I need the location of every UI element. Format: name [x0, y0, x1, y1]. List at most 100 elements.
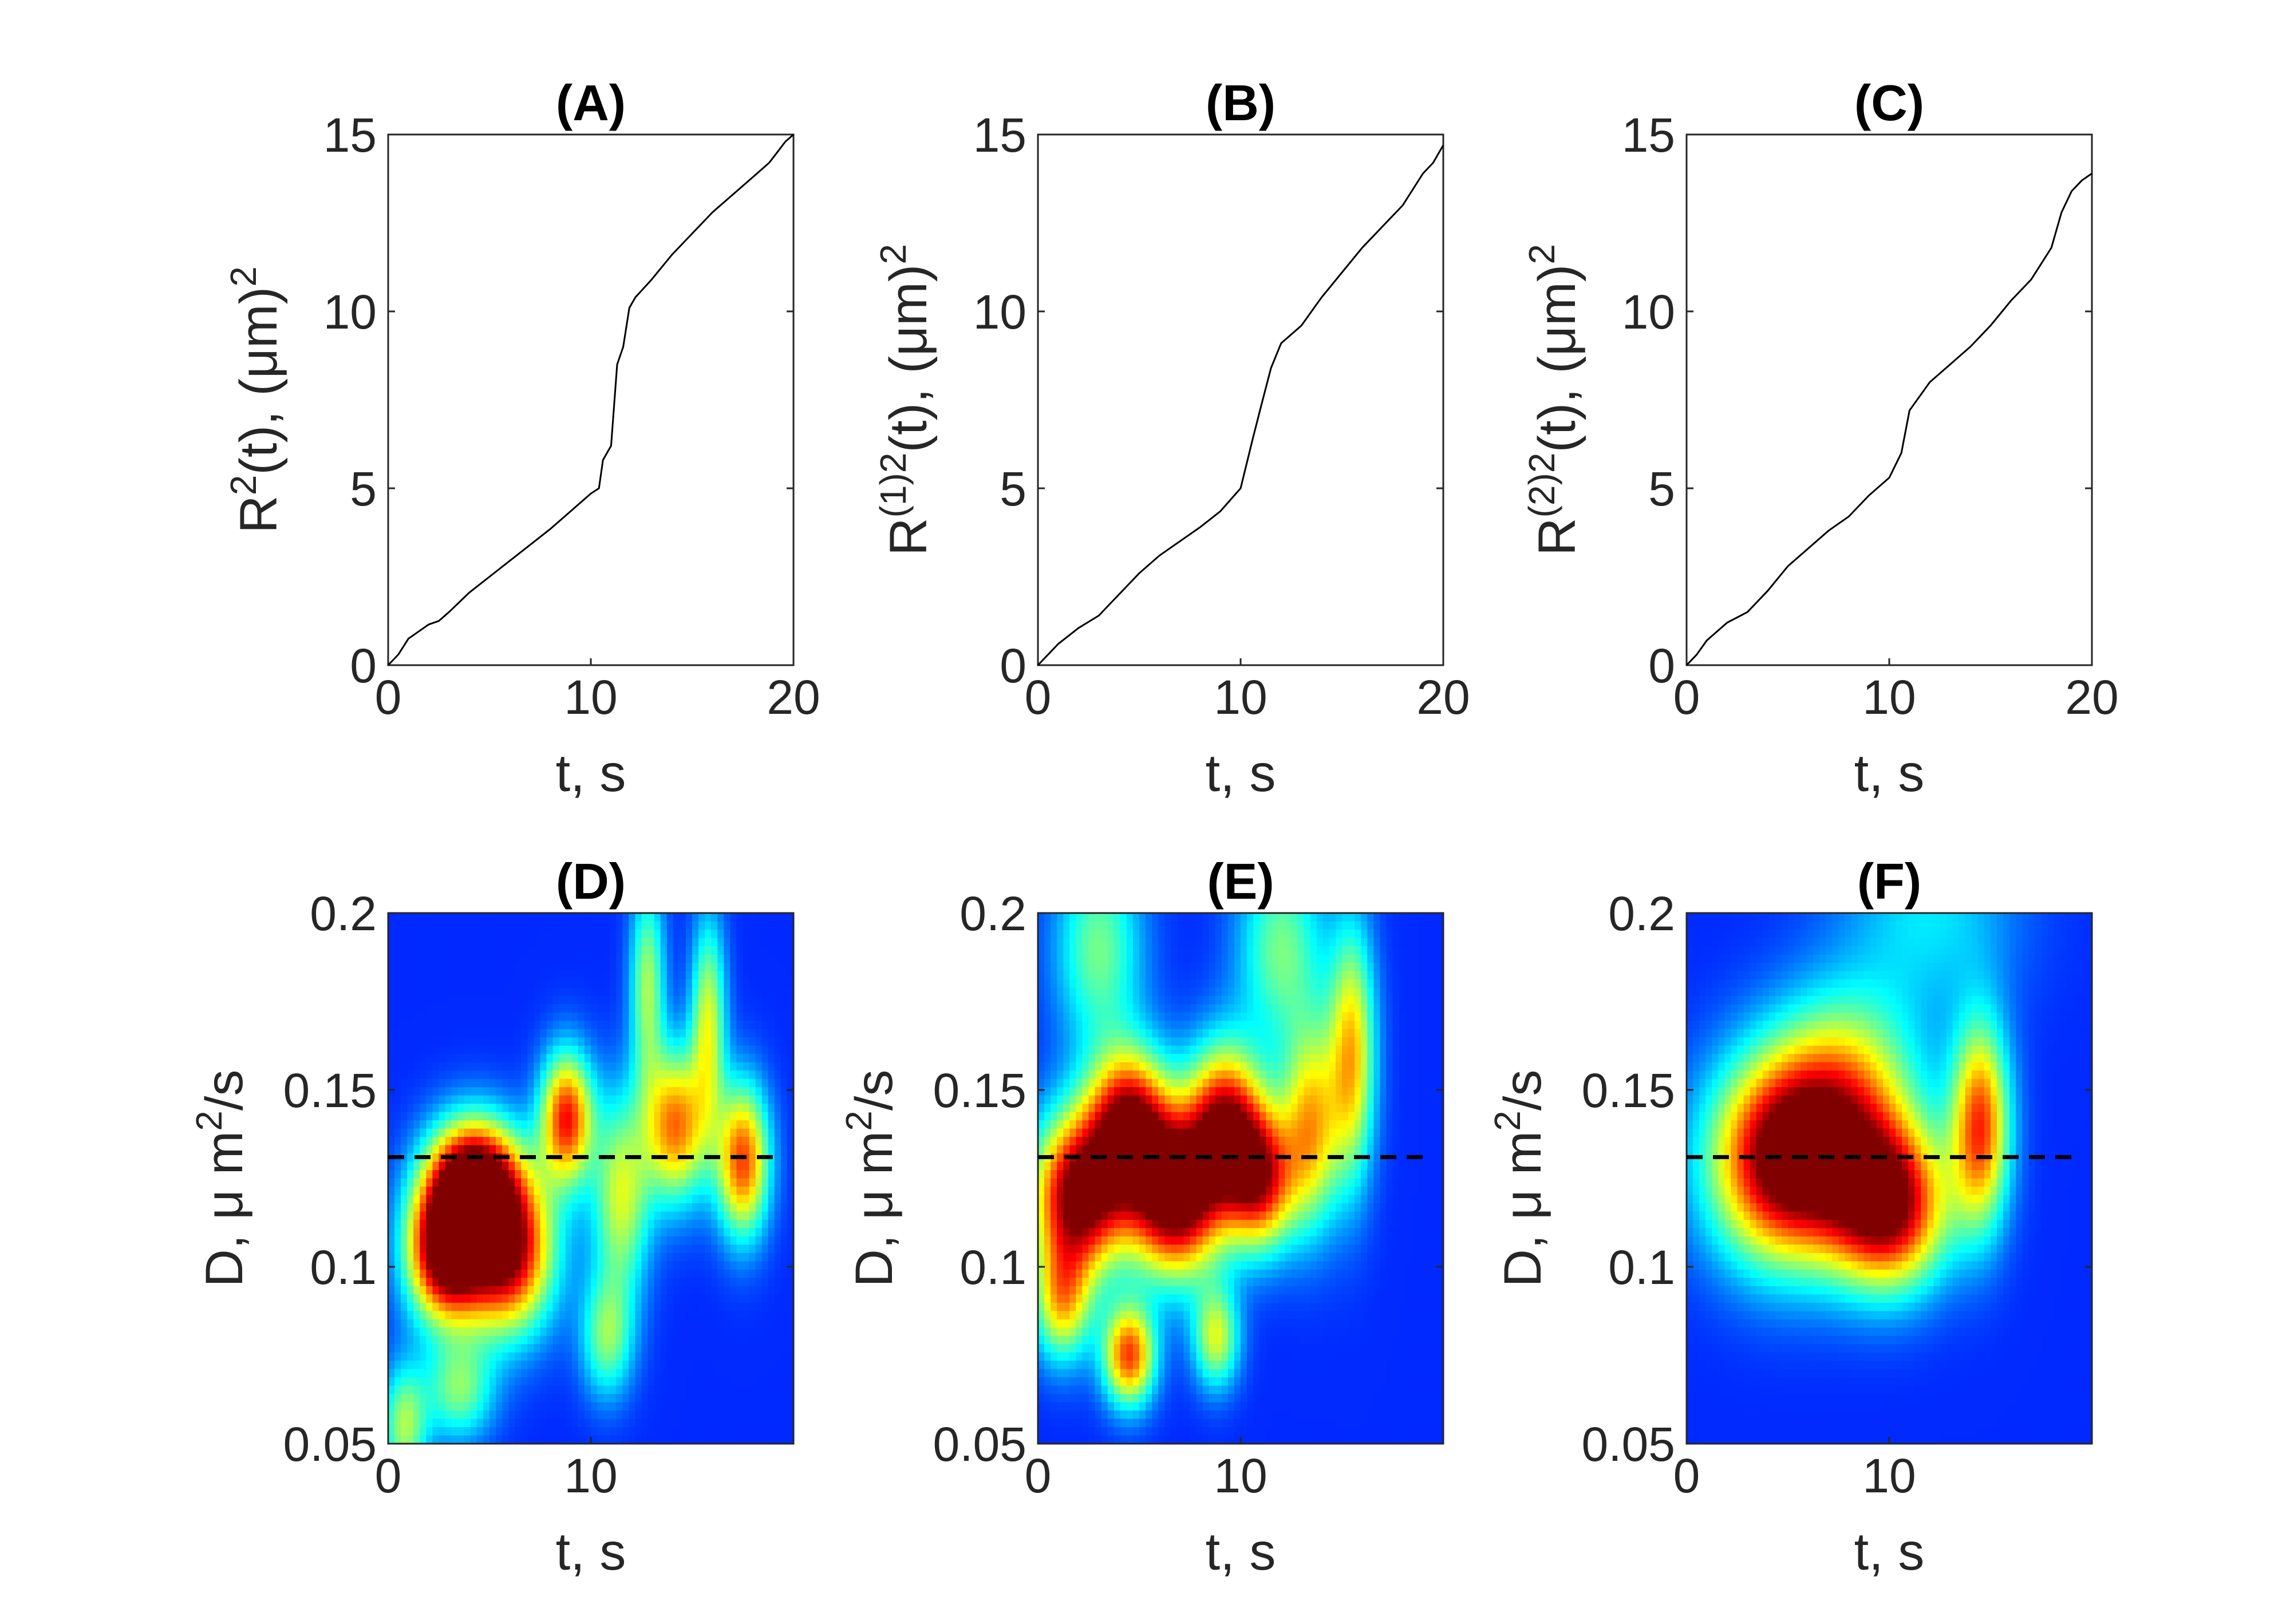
heatmap-cell: [705, 1261, 712, 1270]
heatmap-cell: [622, 1352, 629, 1361]
heatmap-cell: [1278, 995, 1286, 1005]
heatmap-cell: [388, 938, 395, 947]
heatmap-cell: [660, 1244, 668, 1254]
heatmap-cell: [413, 1203, 420, 1212]
heatmap-cell: [470, 1178, 477, 1187]
heatmap-cell: [755, 1410, 763, 1420]
heatmap-cell: [787, 1211, 794, 1220]
heatmap-cell: [1196, 913, 1203, 922]
heatmap-cell: [534, 1410, 541, 1420]
heatmap-cell: [635, 929, 642, 939]
heatmap-cell: [730, 1054, 737, 1063]
heatmap-cell: [705, 1335, 712, 1345]
heatmap-cell: [464, 1435, 471, 1444]
heatmap-cell: [420, 1319, 427, 1328]
heatmap-cell: [774, 1377, 781, 1386]
heatmap-cell: [647, 1211, 655, 1220]
heatmap-cell: [755, 1418, 763, 1428]
heatmap-cell: [629, 1078, 636, 1088]
heatmap-cell: [755, 1054, 763, 1063]
heatmap-cell: [489, 1427, 496, 1436]
heatmap-cell: [743, 1211, 750, 1220]
heatmap-cell: [629, 1261, 636, 1270]
heatmap-cell: [457, 1236, 465, 1245]
heatmap-cell: [388, 1394, 395, 1403]
heatmap-cell: [476, 1286, 484, 1295]
heatmap-cell: [1355, 954, 1361, 963]
heatmap-cell: [470, 1377, 477, 1386]
heatmap-cell: [755, 1219, 763, 1229]
heatmap-cell: [1310, 913, 1317, 922]
heatmap-cell: [489, 1161, 496, 1171]
heatmap-cell: [527, 1170, 535, 1179]
heatmap-cell: [603, 1352, 610, 1361]
heatmap-cell: [508, 1361, 515, 1370]
heatmap-cell: [749, 1319, 756, 1328]
heatmap-cell: [464, 938, 471, 947]
heatmap-cell: [660, 1385, 668, 1394]
heatmap-cell: [774, 1311, 781, 1320]
heatmap-cell: [571, 1054, 579, 1063]
heatmap-cell: [705, 1402, 712, 1411]
heatmap-cell: [388, 1195, 395, 1204]
heatmap-cell: [673, 1244, 680, 1254]
heatmap-cell: [629, 1294, 636, 1303]
heatmap-cell: [521, 1410, 528, 1420]
heatmap-cell: [629, 954, 636, 963]
heatmap-cell: [603, 1070, 610, 1080]
heatmap-cell: [1278, 987, 1286, 997]
heatmap-cell: [527, 1228, 535, 1237]
heatmap-cell: [591, 1161, 598, 1171]
heatmap-cell: [445, 1236, 452, 1245]
heatmap-cell: [489, 1377, 496, 1386]
heatmap-cell: [489, 1344, 496, 1353]
heatmap-cell: [540, 1236, 547, 1245]
heatmap-cell: [736, 995, 744, 1005]
heatmap-cell: [743, 913, 750, 922]
heatmap-cell: [565, 1344, 572, 1353]
heatmap-cell: [787, 946, 794, 955]
heatmap-cell: [749, 1435, 756, 1444]
heatmap-cell: [1057, 921, 1064, 930]
heatmap-cell: [413, 1137, 420, 1146]
heatmap-cell: [692, 1344, 699, 1353]
heatmap-cell: [597, 1004, 604, 1013]
heatmap-cell: [654, 995, 661, 1005]
heatmap-cell: [736, 1178, 744, 1187]
heatmap-cell: [1322, 1004, 1330, 1013]
heatmap-cell: [603, 946, 610, 955]
heatmap-cell: [426, 971, 433, 980]
heatmap-cell: [515, 1045, 522, 1054]
heatmap-cell: [1082, 913, 1089, 922]
y-axis-label: R2(t), (μm)2: [223, 266, 288, 534]
heatmap-cell: [749, 1203, 756, 1212]
heatmap-cell: [768, 1394, 775, 1403]
heatmap-cell: [755, 1286, 763, 1295]
heatmap-cell: [1241, 913, 1247, 922]
heatmap-cell: [552, 995, 560, 1005]
heatmap-cell: [1177, 1012, 1185, 1021]
heatmap-cell: [787, 1145, 794, 1154]
heatmap-cell: [439, 1244, 446, 1254]
heatmap-cell: [1291, 921, 1298, 930]
heatmap-cell: [591, 1095, 598, 1104]
heatmap-cell: [1107, 1012, 1115, 1021]
heatmap-cell: [420, 913, 427, 922]
heatmap-cell: [476, 1203, 484, 1212]
heatmap-cell: [394, 1418, 401, 1428]
heatmap-cell: [476, 1327, 484, 1337]
heatmap-cell: [1044, 962, 1051, 971]
heatmap-cell: [445, 1352, 452, 1361]
heatmap-cell: [673, 1294, 680, 1303]
heatmap-cell: [1297, 1004, 1305, 1013]
heatmap-cell: [534, 987, 541, 997]
heatmap-cell: [565, 1252, 572, 1262]
heatmap-cell: [515, 1269, 522, 1278]
heatmap-cell: [407, 1369, 414, 1378]
heatmap-cell: [439, 1418, 446, 1428]
heatmap-cell: [679, 1078, 686, 1088]
heatmap-cell: [1399, 979, 1406, 988]
heatmap-cell: [755, 1361, 763, 1370]
y-tick-label: 5: [1648, 462, 1675, 516]
heatmap-cell: [780, 1286, 788, 1295]
